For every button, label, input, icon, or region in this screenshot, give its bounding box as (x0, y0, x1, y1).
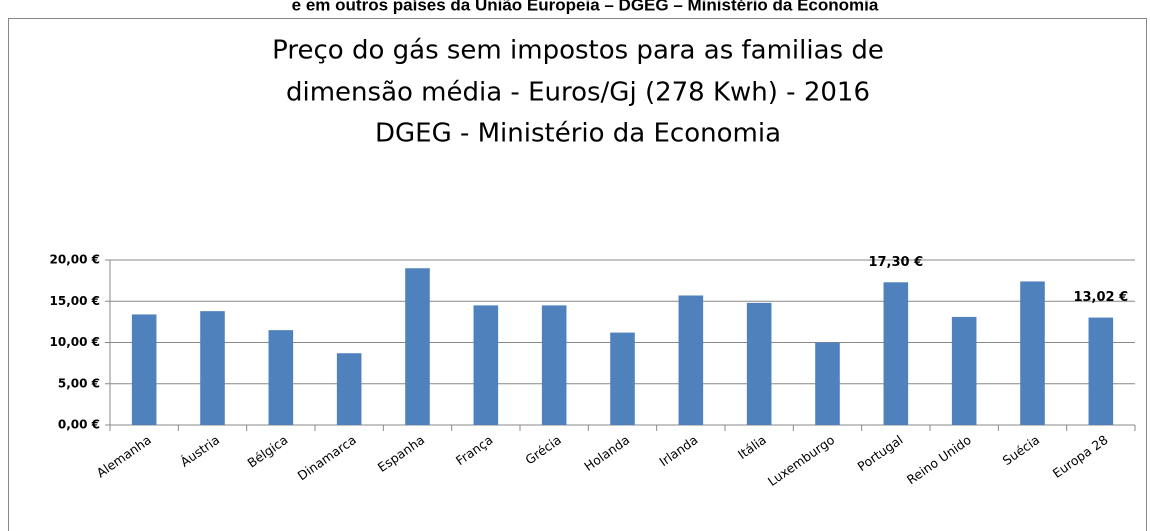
bar (131, 314, 157, 425)
bar (405, 268, 430, 425)
bar (746, 302, 772, 425)
header: e em outros países da União Europeia – D… (292, 0, 879, 14)
bar (268, 330, 294, 425)
y-tick-label: 20,00 € (50, 253, 100, 267)
data-label: 17,30 € (868, 255, 923, 270)
bar (951, 316, 977, 425)
bar (336, 353, 362, 425)
chart-title: DGEG - Ministério da Economia (375, 119, 781, 149)
chart-title: dimensão média - Euros/Gj (278 Kwh) - 20… (286, 78, 870, 108)
y-tick-label: 15,00 € (50, 294, 100, 308)
data-label: 13,02 € (1073, 290, 1128, 305)
bar (883, 282, 909, 425)
bar (1088, 317, 1114, 425)
bar (610, 332, 635, 425)
bar (473, 305, 499, 425)
bar (541, 305, 567, 425)
bar (1020, 281, 1045, 425)
chart-frame (8, 18, 1147, 531)
y-tick-label: 5,00 € (58, 376, 100, 390)
bar (200, 311, 225, 425)
bar (815, 342, 840, 425)
bar (678, 295, 704, 425)
y-tick-label: 10,00 € (50, 335, 100, 349)
y-tick-label: 0,00 € (58, 418, 100, 432)
chart-title: Preço do gás sem impostos para as famili… (272, 36, 884, 66)
